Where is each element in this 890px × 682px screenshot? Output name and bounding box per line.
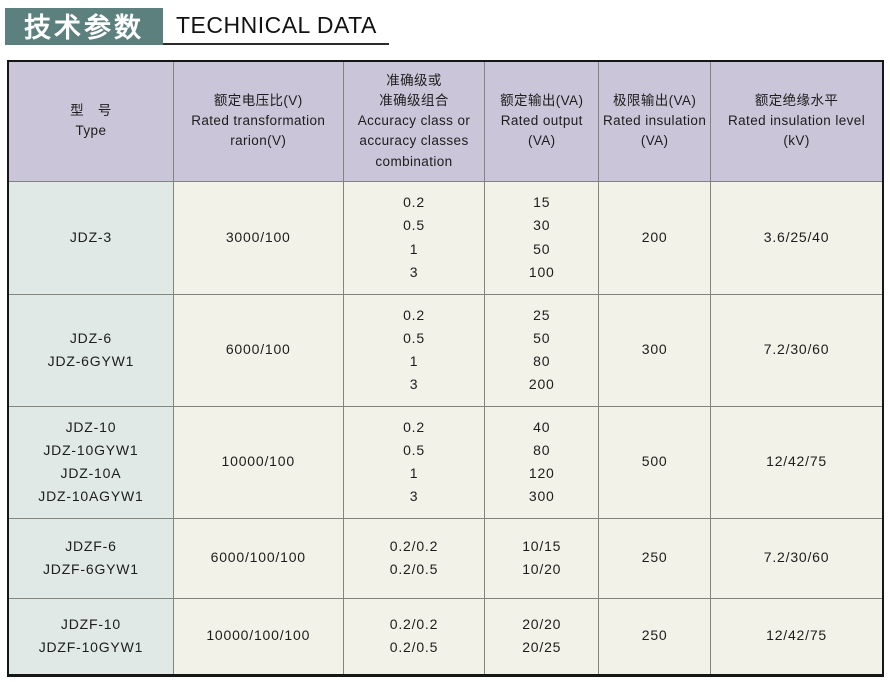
cell-type: JDZ-6 JDZ-6GYW1 <box>7 293 174 407</box>
column-header-rated-voltage-ratio: 额定电压比(V) Rated transformation rarion(V) <box>172 60 344 182</box>
cell-ratio: 6000/100/100 <box>172 517 344 599</box>
cell-limit: 300 <box>598 293 712 407</box>
cell-insulation: 12/42/75 <box>710 597 884 676</box>
column-header-limit-output: 极限输出(VA) Rated insulation (VA) <box>598 60 712 182</box>
cell-accuracy: 0.2 0.5 1 3 <box>342 405 486 519</box>
table-row: JDZ-3 3000/100 0.2 0.5 1 3 15 30 50 100 … <box>7 180 884 295</box>
cell-accuracy: 0.2/0.2 0.2/0.5 <box>342 517 486 599</box>
column-header-type: 型 号 Type <box>7 60 174 182</box>
cell-insulation: 7.2/30/60 <box>710 293 884 407</box>
cell-accuracy: 0.2 0.5 1 3 <box>342 180 486 295</box>
header-row: 型 号 Type 额定电压比(V) Rated transformation r… <box>7 60 884 182</box>
page-title-zh: 技术参数 <box>5 8 163 45</box>
cell-insulation: 3.6/25/40 <box>710 180 884 295</box>
table-row: JDZ-10 JDZ-10GYW1 JDZ-10A JDZ-10AGYW1 10… <box>7 405 884 519</box>
cell-ratio: 10000/100 <box>172 405 344 519</box>
table-row: JDZ-6 JDZ-6GYW1 6000/100 0.2 0.5 1 3 25 … <box>7 293 884 407</box>
cell-accuracy: 0.2 0.5 1 3 <box>342 293 486 407</box>
page-header: 技术参数 TECHNICAL DATA <box>5 8 890 45</box>
cell-type: JDZF-10 JDZF-10GYW1 <box>7 597 174 676</box>
cell-limit: 250 <box>598 517 712 599</box>
cell-insulation: 7.2/30/60 <box>710 517 884 599</box>
cell-limit: 500 <box>598 405 712 519</box>
cell-ratio: 6000/100 <box>172 293 344 407</box>
cell-limit: 200 <box>598 180 712 295</box>
page-title-en: TECHNICAL DATA <box>163 8 389 45</box>
cell-output: 20/20 20/25 <box>484 597 600 676</box>
cell-insulation: 12/42/75 <box>710 405 884 519</box>
table-row: JDZF-10 JDZF-10GYW1 10000/100/100 0.2/0.… <box>7 597 884 676</box>
column-header-rated-output: 额定输出(VA) Rated output (VA) <box>484 60 600 182</box>
column-header-accuracy-class: 准确级或 准确级组合 Accuracy class or accuracy cl… <box>342 60 486 182</box>
cell-ratio: 3000/100 <box>172 180 344 295</box>
cell-output: 15 30 50 100 <box>484 180 600 295</box>
cell-ratio: 10000/100/100 <box>172 597 344 676</box>
technical-data-table: 型 号 Type 额定电压比(V) Rated transformation r… <box>7 60 884 677</box>
cell-limit: 250 <box>598 597 712 676</box>
cell-accuracy: 0.2/0.2 0.2/0.5 <box>342 597 486 676</box>
cell-type: JDZ-3 <box>7 180 174 295</box>
cell-output: 40 80 120 300 <box>484 405 600 519</box>
cell-output: 10/15 10/20 <box>484 517 600 599</box>
cell-output: 25 50 80 200 <box>484 293 600 407</box>
column-header-insulation-level: 额定绝缘水平 Rated insulation level (kV) <box>710 60 884 182</box>
cell-type: JDZ-10 JDZ-10GYW1 JDZ-10A JDZ-10AGYW1 <box>7 405 174 519</box>
table-row: JDZF-6 JDZF-6GYW1 6000/100/100 0.2/0.2 0… <box>7 517 884 599</box>
cell-type: JDZF-6 JDZF-6GYW1 <box>7 517 174 599</box>
